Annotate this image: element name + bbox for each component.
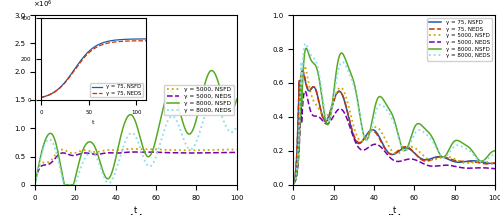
X-axis label: t: t [392, 206, 396, 215]
X-axis label: t: t [134, 206, 138, 215]
Text: (b): (b) [386, 214, 402, 215]
Text: (a): (a) [128, 214, 144, 215]
Text: $\times 10^6$: $\times 10^6$ [33, 0, 52, 10]
Legend: γ = 75, NSFD, γ = 75, NEDS, γ = 5000, NSFD, γ = 5000, NEDS, γ = 8000, NSFD, γ = : γ = 75, NSFD, γ = 75, NEDS, γ = 5000, NS… [427, 18, 492, 61]
Legend: γ = 5000, NSFD, γ = 5000, NEDS, γ = 8000, NSFD, γ = 8000, NEDS: γ = 5000, NSFD, γ = 5000, NEDS, γ = 8000… [164, 85, 234, 115]
